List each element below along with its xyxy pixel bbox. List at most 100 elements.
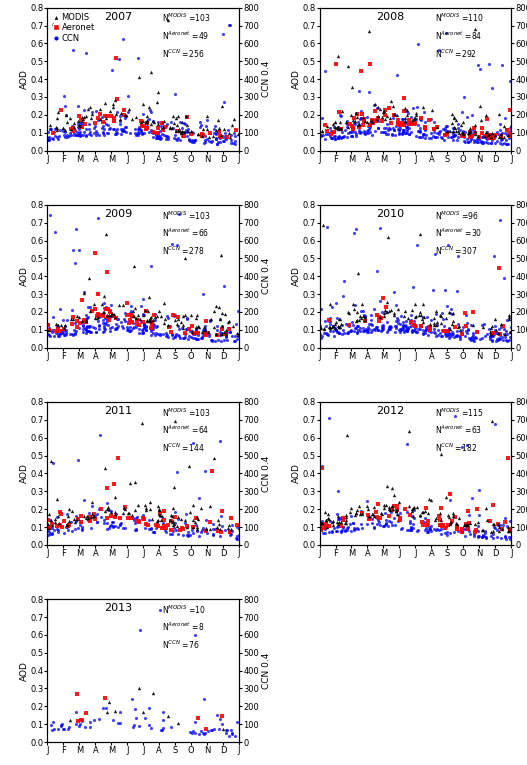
Point xyxy=(119,522,128,535)
Point xyxy=(105,314,113,326)
Point xyxy=(93,516,101,528)
Point xyxy=(334,510,343,522)
Point xyxy=(328,320,337,332)
Point xyxy=(96,503,105,515)
Point xyxy=(87,500,96,513)
Point xyxy=(406,509,414,522)
Point xyxy=(185,323,193,335)
Point xyxy=(151,126,160,138)
Point xyxy=(205,327,213,340)
Point xyxy=(482,130,491,142)
Point xyxy=(188,524,196,536)
Point xyxy=(106,311,114,324)
Point xyxy=(320,323,328,335)
Point xyxy=(62,327,71,340)
Point xyxy=(191,134,199,146)
Point xyxy=(496,214,504,226)
Point xyxy=(93,516,101,529)
Point xyxy=(394,123,402,135)
Point xyxy=(233,519,241,531)
Point xyxy=(391,129,399,141)
Point xyxy=(359,113,368,125)
Point xyxy=(379,105,388,117)
Point xyxy=(89,509,97,522)
Point xyxy=(109,521,117,533)
Point xyxy=(201,136,209,148)
Point xyxy=(207,135,215,148)
Point xyxy=(128,693,136,705)
Point xyxy=(105,325,114,337)
Point xyxy=(422,324,430,336)
Point xyxy=(506,119,515,132)
Point xyxy=(495,521,503,533)
Point xyxy=(339,521,347,533)
Point xyxy=(60,527,68,539)
Point xyxy=(72,718,81,730)
Point xyxy=(350,115,359,127)
Point xyxy=(463,135,472,148)
Point xyxy=(131,524,140,536)
Point xyxy=(44,522,52,534)
Point xyxy=(86,511,95,523)
Point xyxy=(391,309,399,321)
Y-axis label: AOD: AOD xyxy=(19,661,28,681)
Point xyxy=(226,19,235,31)
Point xyxy=(416,125,424,138)
Point xyxy=(458,129,466,142)
Point xyxy=(136,116,145,129)
Text: N$^{MODIS}$ =103
N$^{Aeronet}$ =66
N$^{CCN}$ =278: N$^{MODIS}$ =103 N$^{Aeronet}$ =66 N$^{C… xyxy=(162,209,211,257)
Point xyxy=(63,129,71,141)
Point xyxy=(399,319,407,331)
Point xyxy=(199,329,207,341)
Point xyxy=(153,516,161,529)
Point xyxy=(105,322,114,334)
Point xyxy=(472,503,481,515)
Point xyxy=(477,135,485,147)
Point xyxy=(327,516,336,528)
Point xyxy=(400,321,408,334)
Point xyxy=(500,323,508,335)
Point xyxy=(479,137,487,149)
Point xyxy=(407,524,415,536)
Point xyxy=(422,129,430,141)
Point xyxy=(102,112,111,124)
Point xyxy=(101,505,109,517)
Point xyxy=(209,130,218,142)
Point xyxy=(189,514,197,526)
Point xyxy=(161,522,170,534)
Point xyxy=(327,132,336,145)
Point xyxy=(330,321,339,334)
Point xyxy=(225,321,233,334)
Point xyxy=(438,519,447,531)
Point xyxy=(336,116,345,128)
Point xyxy=(124,506,133,519)
Point xyxy=(363,494,371,506)
Point xyxy=(90,127,98,139)
Point xyxy=(334,513,343,526)
Point xyxy=(501,331,510,343)
Point xyxy=(173,132,182,145)
Point xyxy=(126,308,134,320)
Point xyxy=(401,319,409,331)
Point xyxy=(340,524,349,536)
Point xyxy=(202,723,210,735)
Point xyxy=(192,333,201,345)
Point xyxy=(471,129,479,141)
Point xyxy=(456,333,464,345)
Point xyxy=(44,514,52,526)
Point xyxy=(476,333,484,345)
Point xyxy=(194,492,203,504)
Point xyxy=(386,504,395,516)
Point xyxy=(489,528,497,540)
Point xyxy=(210,723,218,735)
Point xyxy=(85,128,93,140)
Point xyxy=(418,506,427,518)
Point xyxy=(352,129,360,141)
Point xyxy=(198,128,207,140)
Point xyxy=(364,326,373,338)
Point xyxy=(403,121,411,133)
Y-axis label: CCN 0.4: CCN 0.4 xyxy=(262,258,271,295)
Point xyxy=(57,327,66,339)
Point xyxy=(504,334,513,347)
Point xyxy=(437,501,445,513)
